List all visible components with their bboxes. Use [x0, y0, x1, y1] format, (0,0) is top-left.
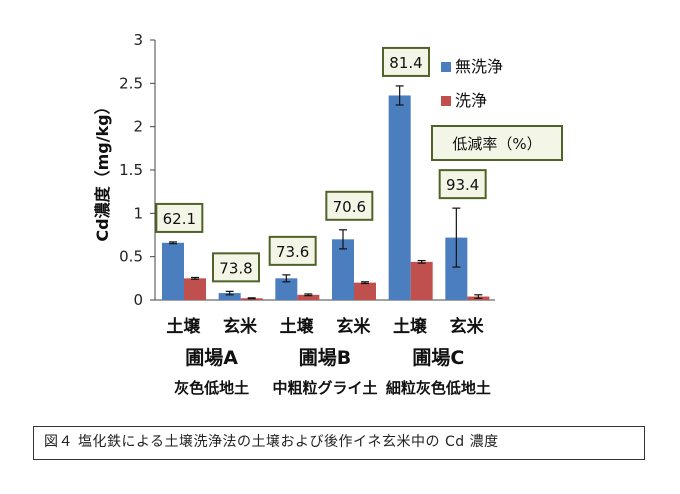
chart: 0 0.5 1 1.5 2 2.5 3 Cd濃度（mg/kg） 62.1 73.8 73.6 70…: [93, 31, 563, 397]
bar-unwashed: [162, 242, 184, 300]
legend-swatch: [441, 62, 451, 72]
y-tick-label: 2.5: [119, 74, 143, 92]
bar-washed: [297, 294, 320, 300]
reduction-rate-label: 73.6: [276, 243, 309, 261]
y-tick-label: 0.5: [119, 248, 143, 266]
bar-washed: [184, 278, 206, 300]
reduction-rate-label: 70.6: [333, 198, 366, 216]
reduction-rate-box: [325, 190, 374, 221]
y-tick-label: 3: [133, 31, 143, 49]
bar-unwashed: [388, 95, 411, 300]
bar-unwashed: [275, 278, 298, 300]
bar-washed: [354, 282, 376, 300]
reduction-rate-box: [268, 235, 317, 266]
reduction-rate-label: 62.1: [163, 210, 196, 228]
caption-text: 図４ 塩化鉄による土壌洗浄法の土壌および後作イネ玄米中の Cd 濃度: [44, 434, 499, 450]
reduction-rate-label: 93.4: [446, 176, 479, 194]
bar-washed: [410, 261, 433, 300]
x-category-label: 土壌: [166, 316, 201, 337]
reduction-labels: 62.1 73.8 73.6 70.6 81.4 93.4: [155, 46, 487, 283]
y-tick-label: 1: [133, 204, 143, 222]
y-tick-label: 0: [133, 291, 143, 309]
reduction-rate-box: [212, 252, 260, 283]
x-category-label: 玄米: [336, 316, 371, 337]
reduction-rate-box: [155, 202, 204, 233]
group-name: 圃場C: [412, 347, 464, 369]
x-category-label: 玄米: [223, 316, 258, 337]
y-tick-label: 1.5: [119, 161, 143, 179]
group-name: 圃場B: [299, 347, 351, 369]
x-category-label: 土壌: [393, 316, 428, 337]
bar-unwashed: [332, 239, 354, 300]
reduction-legend-box: [431, 125, 563, 161]
y-tick-label: 2: [133, 118, 143, 136]
bar-unwashed: [218, 293, 241, 300]
reduction-rate-box: [382, 46, 430, 77]
group-soil-type: 灰色低地土: [174, 379, 249, 397]
bar-unwashed: [445, 237, 468, 300]
legend-label: 洗浄: [455, 91, 487, 110]
legend-label: 無洗浄: [455, 57, 503, 76]
y-axis: 0 0.5 1 1.5 2 2.5 3: [119, 31, 495, 309]
bars: [162, 85, 490, 300]
reduction-rate-label: 81.4: [389, 54, 422, 72]
group-name: 圃場A: [185, 347, 238, 369]
reduction-legend-label: 低減率（%）: [452, 135, 541, 153]
reduction-rate-box: [438, 169, 487, 200]
x-category-label: 土壌: [280, 316, 315, 337]
x-category-label: 玄米: [450, 316, 485, 337]
reduction-rate-label: 73.8: [219, 259, 252, 277]
y-axis-label: Cd濃度（mg/kg）: [93, 98, 112, 241]
legend-swatch: [441, 96, 451, 106]
group-soil-type: 細粒灰色低地土: [386, 379, 491, 397]
group-soil-type: 中粗粒グライ土: [272, 379, 377, 397]
figure-caption: 図４ 塩化鉄による土壌洗浄法の土壌および後作イネ玄米中の Cd 濃度: [33, 426, 645, 460]
